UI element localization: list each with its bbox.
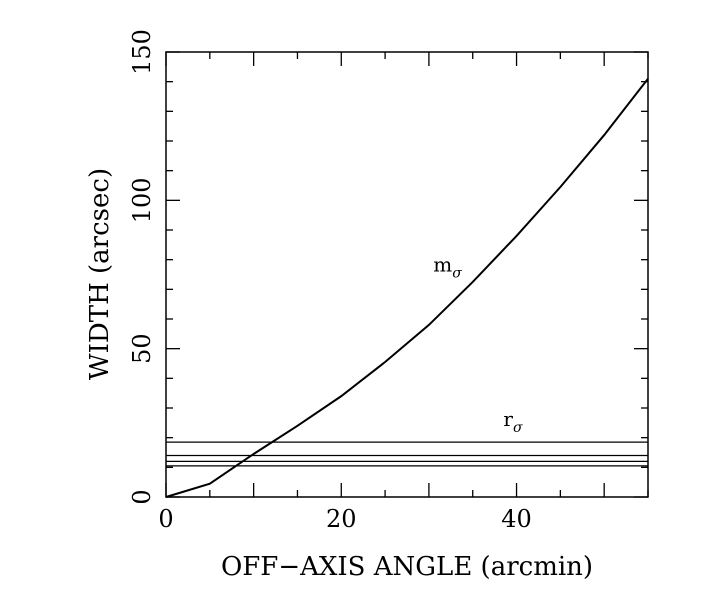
plot-frame <box>165 51 649 498</box>
series-group <box>165 78 649 498</box>
x-axis-label: OFF−AXIS ANGLE (arcmin) <box>221 552 593 582</box>
x-tick-label: 0 <box>158 505 173 533</box>
tick-labels: 0 20 40 0 50 100 150 <box>128 29 532 533</box>
annotation-label: mσ <box>433 253 462 282</box>
annotations: mσ rσ <box>433 253 523 436</box>
x-tick-label: 20 <box>326 505 357 533</box>
axis-ticks <box>165 51 649 498</box>
y-tick-label: 50 <box>128 333 156 364</box>
m-sigma-curve <box>165 78 649 498</box>
x-tick-label: 40 <box>501 505 532 533</box>
reference-lines <box>166 441 648 467</box>
y-tick-label: 100 <box>128 177 156 223</box>
y-tick-label: 0 <box>128 489 156 504</box>
annotation-label: rσ <box>503 407 523 436</box>
y-tick-label: 150 <box>128 29 156 75</box>
y-axis-label: WIDTH (arcsec) <box>85 168 115 380</box>
